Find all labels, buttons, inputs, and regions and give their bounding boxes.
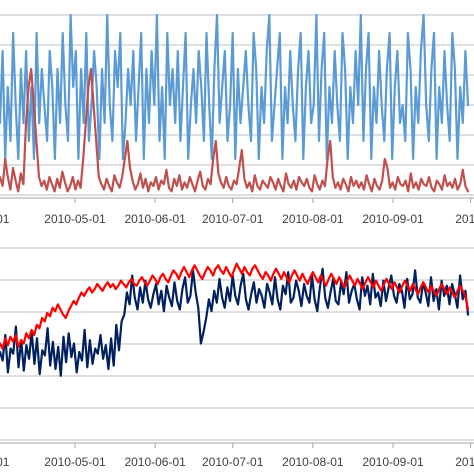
x-tick-label: 2010-09-01	[362, 212, 424, 226]
x-tick-label: 2010-07-01	[202, 455, 264, 469]
x-tick-label: 2010-	[455, 455, 474, 469]
x-tick-label: 2010-07-01	[202, 212, 264, 226]
x-tick-label: 4-01	[0, 455, 10, 469]
series-line-0	[0, 267, 470, 377]
x-tick-label: 2010-05-01	[44, 212, 106, 226]
x-tick-label: 2010-06-01	[124, 455, 186, 469]
series-line-0	[0, 13, 470, 161]
x-tick-label: 2010-08-01	[282, 455, 344, 469]
x-tick-label: 4-01	[0, 212, 10, 226]
bottom-line-chart-panel: 4-01 2010-05-01 2010-06-01 2010-07-01 2010-0…	[0, 247, 474, 469]
x-tick-label: 2010-09-01	[362, 455, 424, 469]
series-line-1	[0, 262, 470, 350]
x-tick-label: 2010-08-01	[282, 212, 344, 226]
x-tick-label: 2010-05-01	[44, 455, 106, 469]
top-line-chart-panel: 4-01 2010-05-01 2010-06-01 2010-07-01 2010-0…	[0, 13, 474, 226]
x-tick-label: 2010-06-01	[124, 212, 186, 226]
series-line-1	[0, 67, 470, 193]
x-tick-label: 2010-	[455, 212, 474, 226]
